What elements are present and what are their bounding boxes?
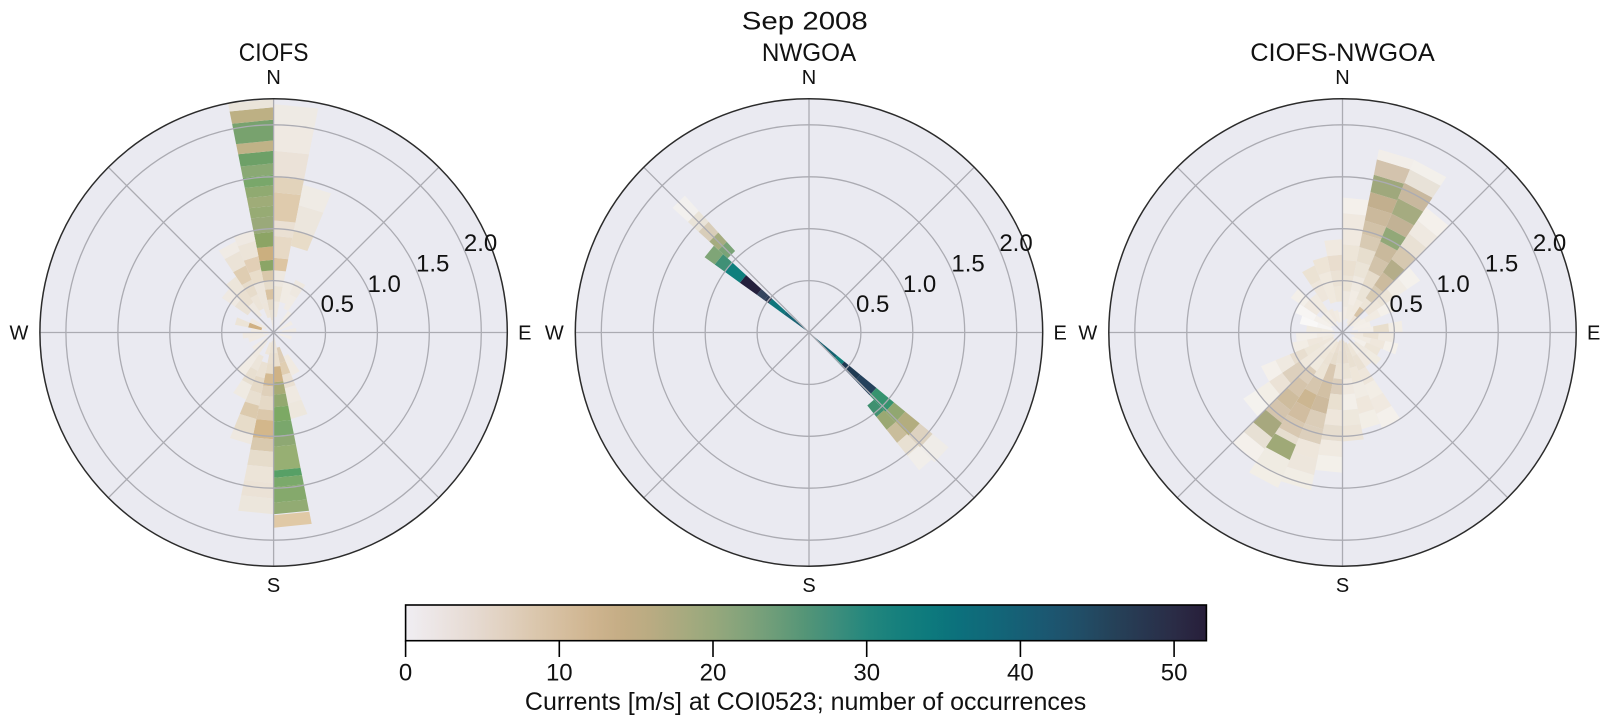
svg-text:1.0: 1.0 [1436,271,1469,298]
svg-text:W: W [1078,323,1097,345]
svg-text:S: S [802,575,815,597]
svg-text:W: W [9,323,28,345]
svg-text:2.0: 2.0 [1533,230,1566,257]
svg-text:E: E [518,323,531,345]
svg-text:1.5: 1.5 [416,250,449,277]
svg-text:0.5: 0.5 [321,291,354,318]
svg-text:10: 10 [546,660,573,687]
svg-text:N: N [1335,67,1349,89]
svg-text:1.5: 1.5 [1485,250,1518,277]
svg-text:20: 20 [700,660,727,687]
svg-text:E: E [1587,323,1600,345]
svg-text:NWGOA: NWGOA [762,39,857,67]
svg-text:0: 0 [399,660,412,687]
svg-text:Currents [m/s] at COI0523; num: Currents [m/s] at COI0523; number of occ… [525,688,1086,716]
svg-text:Sep 2008: Sep 2008 [742,8,868,36]
svg-text:CIOFS: CIOFS [239,39,309,67]
svg-text:1.5: 1.5 [951,250,984,277]
svg-text:1.0: 1.0 [903,271,936,298]
svg-text:0.5: 0.5 [856,291,889,318]
svg-text:2.0: 2.0 [464,230,497,257]
svg-text:N: N [266,67,280,89]
svg-text:W: W [545,323,564,345]
svg-text:30: 30 [853,660,880,687]
svg-text:N: N [802,67,816,89]
svg-text:S: S [267,575,280,597]
svg-text:CIOFS-NWGOA: CIOFS-NWGOA [1250,39,1435,67]
svg-text:2.0: 2.0 [999,230,1032,257]
svg-text:40: 40 [1007,660,1034,687]
svg-text:50: 50 [1161,660,1188,687]
svg-text:S: S [1336,575,1349,597]
svg-text:0.5: 0.5 [1390,291,1423,318]
svg-text:1.0: 1.0 [368,271,401,298]
svg-text:E: E [1054,323,1067,345]
